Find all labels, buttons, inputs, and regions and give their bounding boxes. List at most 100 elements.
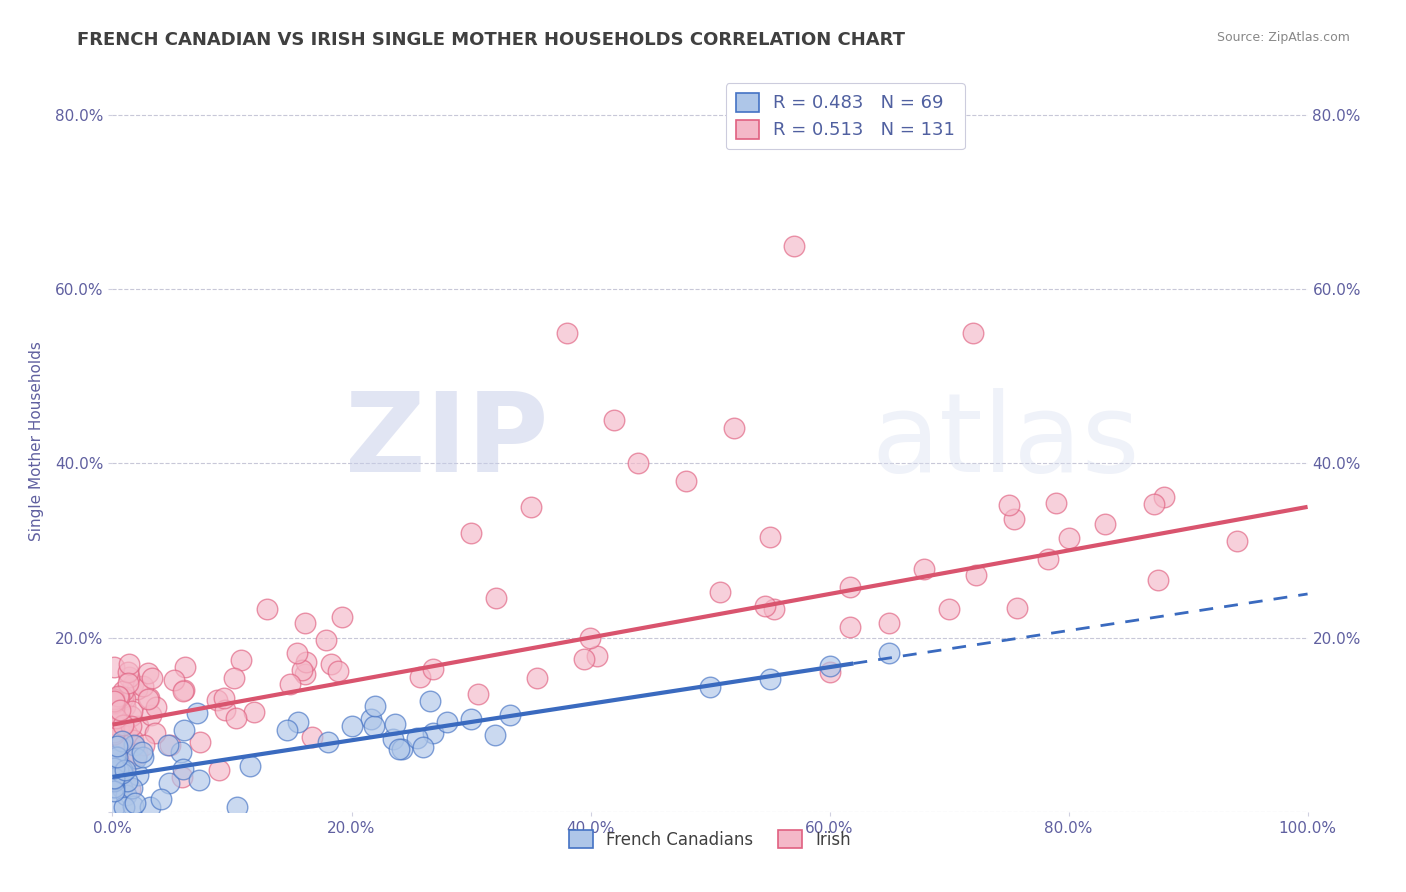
Point <box>103 696 125 710</box>
Point <box>104 736 127 750</box>
Point <box>157 776 180 790</box>
Point <box>838 620 860 634</box>
Point <box>243 705 266 719</box>
Point <box>319 657 342 671</box>
Point <box>586 649 609 664</box>
Point <box>103 692 125 706</box>
Point <box>105 750 128 764</box>
Point <box>111 763 134 777</box>
Point <box>110 778 132 792</box>
Point <box>112 800 135 814</box>
Y-axis label: Single Mother Households: Single Mother Households <box>30 342 44 541</box>
Point <box>1226 533 1249 548</box>
Point <box>103 763 125 777</box>
Point <box>340 719 363 733</box>
Point <box>485 591 508 606</box>
Point <box>104 748 127 763</box>
Point <box>723 421 745 435</box>
Point <box>709 585 731 599</box>
Point <box>103 772 125 786</box>
Point <box>111 740 134 755</box>
Point <box>118 670 141 684</box>
Point <box>103 706 125 720</box>
Point <box>363 719 385 733</box>
Point <box>121 676 143 690</box>
Point <box>118 657 141 671</box>
Point <box>555 326 578 340</box>
Point <box>912 562 935 576</box>
Point <box>208 764 231 778</box>
Point <box>360 713 382 727</box>
Point <box>163 673 186 687</box>
Point <box>1094 516 1116 531</box>
Point <box>124 796 146 810</box>
Point <box>603 413 626 427</box>
Point <box>103 756 125 771</box>
Point <box>111 716 134 731</box>
Point <box>111 780 134 795</box>
Point <box>124 739 146 753</box>
Point <box>520 500 543 514</box>
Point <box>127 746 149 760</box>
Point <box>675 474 697 488</box>
Point <box>879 646 901 660</box>
Point <box>484 728 506 742</box>
Point <box>838 580 860 594</box>
Point <box>105 739 128 753</box>
Point <box>1045 495 1067 509</box>
Point <box>172 763 194 777</box>
Point <box>136 665 159 680</box>
Point <box>1002 512 1025 526</box>
Point <box>419 694 441 708</box>
Point <box>111 734 134 748</box>
Point <box>759 672 782 686</box>
Point <box>103 727 125 741</box>
Point <box>104 742 127 756</box>
Point <box>1036 552 1059 566</box>
Point <box>105 757 128 772</box>
Point <box>121 798 143 813</box>
Point <box>172 684 194 698</box>
Point <box>103 753 125 767</box>
Point <box>107 723 129 737</box>
Point <box>1153 490 1175 504</box>
Point <box>388 741 411 756</box>
Point <box>998 498 1021 512</box>
Point <box>122 739 145 754</box>
Point <box>138 691 160 706</box>
Point <box>287 715 309 730</box>
Point <box>159 739 181 753</box>
Point <box>120 782 142 797</box>
Point <box>105 714 128 729</box>
Point <box>256 602 278 616</box>
Point <box>103 784 125 798</box>
Point <box>108 703 131 717</box>
Point <box>121 704 143 718</box>
Text: atlas: atlas <box>872 388 1140 495</box>
Point <box>173 683 195 698</box>
Point <box>294 616 316 631</box>
Point <box>103 761 125 775</box>
Point <box>173 723 195 738</box>
Point <box>112 690 135 704</box>
Point <box>103 773 125 788</box>
Point <box>699 680 721 694</box>
Point <box>132 750 155 764</box>
Point <box>818 665 841 680</box>
Point <box>103 706 125 720</box>
Point <box>280 677 302 691</box>
Point <box>107 689 129 703</box>
Point <box>422 725 444 739</box>
Point <box>879 615 901 630</box>
Point <box>103 771 125 785</box>
Point <box>291 663 314 677</box>
Point <box>114 763 136 777</box>
Point <box>105 757 128 772</box>
Point <box>406 731 429 746</box>
Legend: French Canadians, Irish: French Canadians, Irish <box>562 823 858 855</box>
Point <box>132 680 155 694</box>
Point <box>121 781 143 796</box>
Point <box>627 456 650 470</box>
Point <box>103 747 125 761</box>
Point <box>239 758 262 772</box>
